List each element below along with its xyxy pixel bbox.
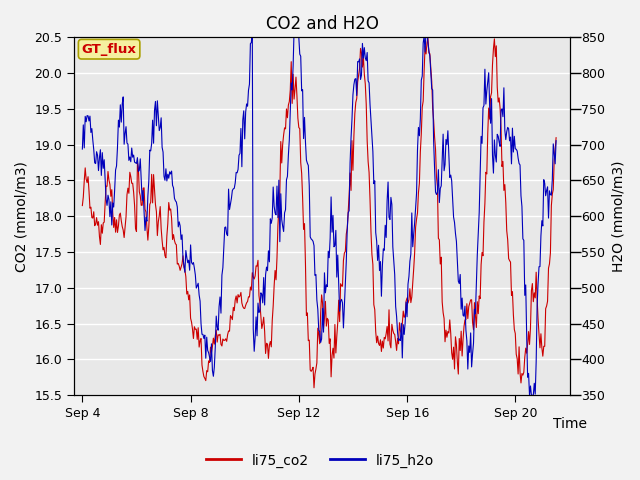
Y-axis label: H2O (mmol/m3): H2O (mmol/m3) [611,160,625,272]
li75_h2o [525,392,533,398]
Line: li75_h2o: li75_h2o [83,30,556,395]
li75_co2 [552,135,560,141]
li75_co2 [79,203,86,208]
li75_co2 [362,81,369,87]
li75_h2o [552,138,560,144]
li75_h2o [543,188,550,193]
li75_co2 [303,310,311,316]
li75_co2 [310,385,318,391]
X-axis label: Time: Time [552,417,587,431]
li75_co2 [468,319,476,325]
li75_co2 [424,36,432,41]
li75_h2o [248,27,256,33]
li75_co2 [307,367,314,373]
Line: li75_co2: li75_co2 [83,38,556,388]
Legend: li75_co2, li75_h2o: li75_co2, li75_h2o [200,448,440,473]
li75_h2o [307,236,315,242]
Y-axis label: CO2 (mmol/m3): CO2 (mmol/m3) [15,161,29,272]
li75_h2o [362,55,369,61]
li75_co2 [543,303,550,309]
li75_h2o [79,146,86,152]
li75_h2o [336,308,344,314]
Text: GT_flux: GT_flux [82,43,136,56]
li75_h2o [468,364,476,370]
li75_co2 [336,319,344,324]
li75_h2o [305,163,312,168]
Title: CO2 and H2O: CO2 and H2O [266,15,378,33]
